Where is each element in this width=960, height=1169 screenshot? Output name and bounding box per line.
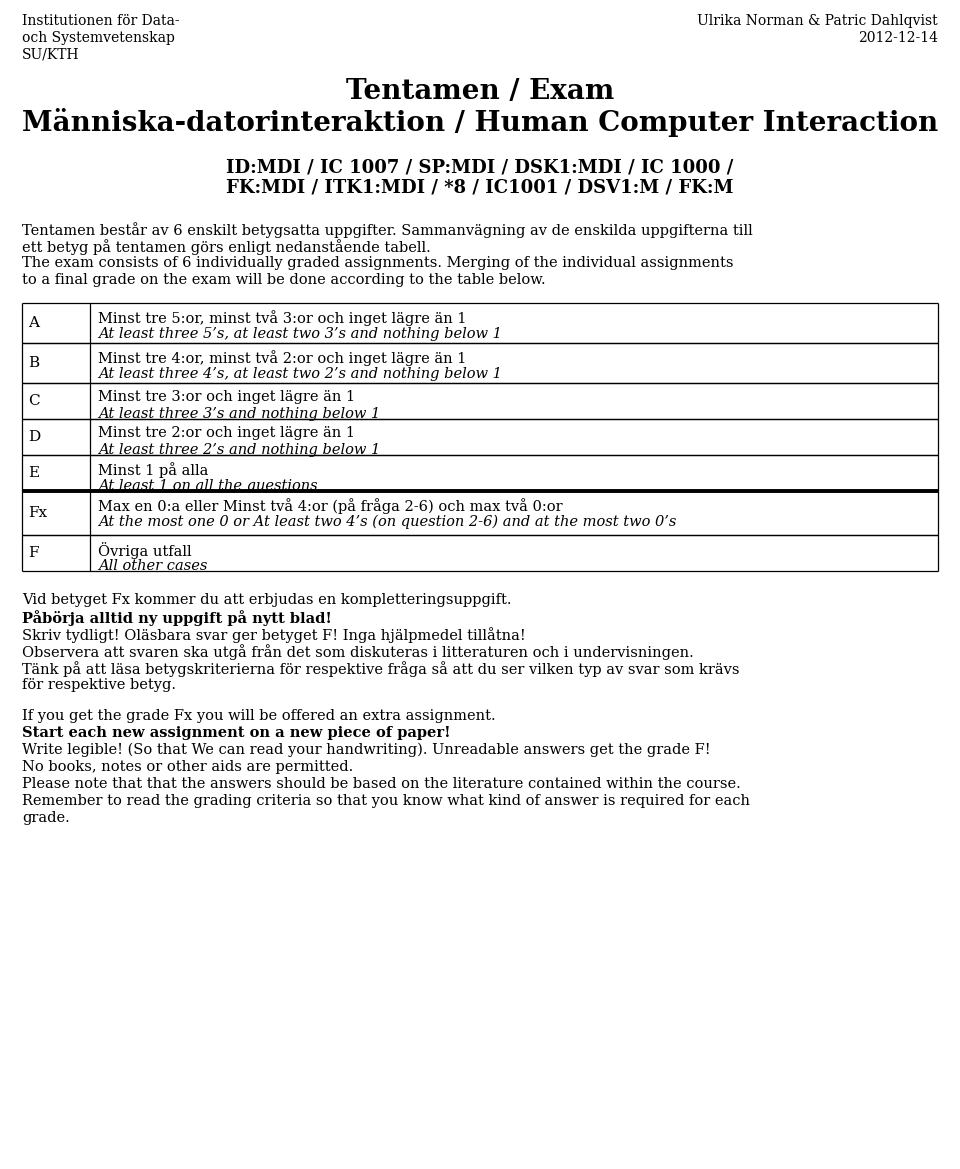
Text: ett betyg på tentamen görs enligt nedanstående tabell.: ett betyg på tentamen görs enligt nedans… xyxy=(22,238,431,255)
Text: At least three 5’s, at least two 3’s and nothing below 1: At least three 5’s, at least two 3’s and… xyxy=(98,327,502,341)
Text: Fx: Fx xyxy=(28,506,47,520)
Text: A: A xyxy=(28,316,39,330)
Text: Minst tre 4:or, minst två 2:or och inget lägre än 1: Minst tre 4:or, minst två 2:or och inget… xyxy=(98,350,467,366)
Text: Tentamen / Exam: Tentamen / Exam xyxy=(346,78,614,105)
Text: FK:MDI / ITK1:MDI / *8 / IC1001 / DSV1:M / FK:M: FK:MDI / ITK1:MDI / *8 / IC1001 / DSV1:M… xyxy=(227,178,733,196)
Text: The exam consists of 6 individually graded assignments. Merging of the individua: The exam consists of 6 individually grad… xyxy=(22,256,733,270)
Text: Minst 1 på alla: Minst 1 på alla xyxy=(98,462,208,478)
Text: Institutionen för Data-: Institutionen för Data- xyxy=(22,14,180,28)
Text: Vid betyget Fx kommer du att erbjudas en kompletteringsuppgift.: Vid betyget Fx kommer du att erbjudas en… xyxy=(22,593,512,607)
Text: Observera att svaren ska utgå från det som diskuteras i litteraturen och i under: Observera att svaren ska utgå från det s… xyxy=(22,644,694,659)
Text: to a final grade on the exam will be done according to the table below.: to a final grade on the exam will be don… xyxy=(22,274,545,288)
Text: Start each new assignment on a new piece of paper!: Start each new assignment on a new piece… xyxy=(22,726,450,740)
Text: SU/KTH: SU/KTH xyxy=(22,48,80,62)
Text: Tentamen består av 6 enskilt betygsatta uppgifter. Sammanvägning av de enskilda : Tentamen består av 6 enskilt betygsatta … xyxy=(22,222,753,237)
Text: Minst tre 3:or och inget lägre än 1: Minst tre 3:or och inget lägre än 1 xyxy=(98,390,355,404)
Text: Minst tre 2:or och inget lägre än 1: Minst tre 2:or och inget lägre än 1 xyxy=(98,426,355,440)
Text: Ulrika Norman & Patric Dahlqvist: Ulrika Norman & Patric Dahlqvist xyxy=(697,14,938,28)
Text: Människa-datorinteraktion / Human Computer Interaction: Människa-datorinteraktion / Human Comput… xyxy=(22,108,938,137)
Text: At least three 2’s and nothing below 1: At least three 2’s and nothing below 1 xyxy=(98,443,380,457)
Text: At least three 3’s and nothing below 1: At least three 3’s and nothing below 1 xyxy=(98,407,380,421)
Text: F: F xyxy=(28,546,38,560)
Text: At least 1 on all the questions: At least 1 on all the questions xyxy=(98,479,318,493)
Text: No books, notes or other aids are permitted.: No books, notes or other aids are permit… xyxy=(22,760,353,774)
Text: Påbörja alltid ny uppgift på nytt blad!: Påbörja alltid ny uppgift på nytt blad! xyxy=(22,610,332,625)
Text: C: C xyxy=(28,394,39,408)
Text: All other cases: All other cases xyxy=(98,559,207,573)
Text: grade.: grade. xyxy=(22,811,70,825)
Text: Skriv tydligt! Oläsbara svar ger betyget F! Inga hjälpmedel tillåtna!: Skriv tydligt! Oläsbara svar ger betyget… xyxy=(22,627,526,643)
Text: Övriga utfall: Övriga utfall xyxy=(98,542,192,559)
Text: Max en 0:a eller Minst två 4:or (på fråga 2-6) och max två 0:or: Max en 0:a eller Minst två 4:or (på fråg… xyxy=(98,498,563,514)
Text: D: D xyxy=(28,430,40,444)
Text: At least three 4’s, at least two 2’s and nothing below 1: At least three 4’s, at least two 2’s and… xyxy=(98,367,502,381)
Text: Please note that that the answers should be based on the literature contained wi: Please note that that the answers should… xyxy=(22,777,741,791)
Text: Write legible! (So that We can read your handwriting). Unreadable answers get th: Write legible! (So that We can read your… xyxy=(22,743,710,758)
Text: Remember to read the grading criteria so that you know what kind of answer is re: Remember to read the grading criteria so… xyxy=(22,794,750,808)
Text: Minst tre 5:or, minst två 3:or och inget lägre än 1: Minst tre 5:or, minst två 3:or och inget… xyxy=(98,310,467,326)
Text: Tänk på att läsa betygskriterierna för respektive fråga så att du ser vilken typ: Tänk på att läsa betygskriterierna för r… xyxy=(22,660,739,677)
Text: B: B xyxy=(28,357,39,371)
Text: för respektive betyg.: för respektive betyg. xyxy=(22,678,176,692)
Text: ID:MDI / IC 1007 / SP:MDI / DSK1:MDI / IC 1000 /: ID:MDI / IC 1007 / SP:MDI / DSK1:MDI / I… xyxy=(227,158,733,177)
Text: If you get the grade Fx you will be offered an extra assignment.: If you get the grade Fx you will be offe… xyxy=(22,710,495,722)
Text: E: E xyxy=(28,466,39,480)
Text: och Systemvetenskap: och Systemvetenskap xyxy=(22,32,175,44)
Text: 2012-12-14: 2012-12-14 xyxy=(858,32,938,44)
Text: At the most one 0 or At least two 4’s (on question 2-6) and at the most two 0’s: At the most one 0 or At least two 4’s (o… xyxy=(98,516,677,530)
